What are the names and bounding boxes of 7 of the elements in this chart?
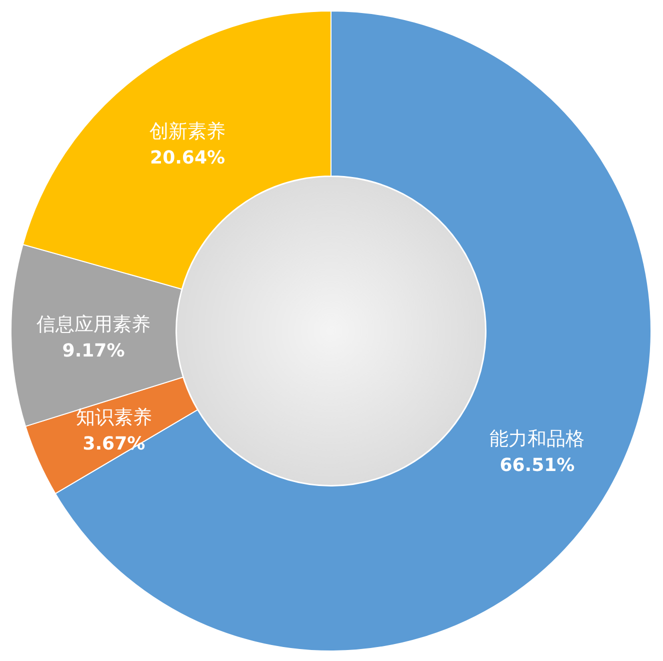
data-label: 20.64% <box>150 148 226 169</box>
slice-label: 创新素养 <box>150 120 226 143</box>
slice-label: 知识素养 <box>76 406 152 428</box>
slice-label: 信息应用素养 <box>36 313 151 336</box>
data-label: 66.51% <box>500 454 575 476</box>
slice-label: 能力和品格 <box>490 428 585 450</box>
data-label: 9.17% <box>62 340 125 362</box>
